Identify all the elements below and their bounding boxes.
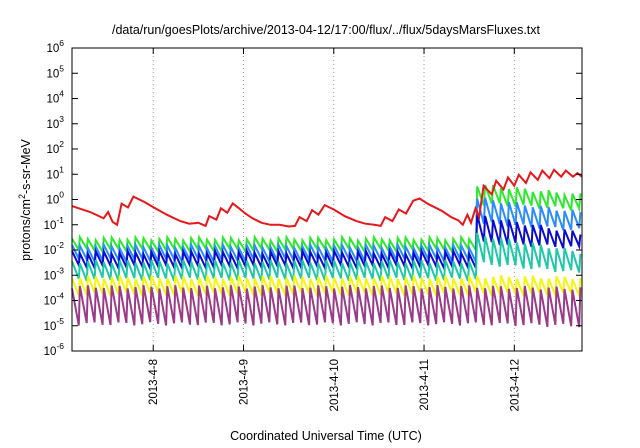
x-axis: 2013-4-8 2013-4-9 2013-4-10 2013-4-11 2013-4… <box>148 48 521 411</box>
y-tick-label: 10-5 <box>44 316 65 333</box>
y-axis-label: protons/cm2-s-sr-MeV <box>17 138 33 260</box>
series-line-purple <box>71 285 582 328</box>
series-line-green <box>71 184 582 255</box>
x-tick-label: 2013-4-11 <box>419 359 431 411</box>
series-line-yellow <box>71 274 582 297</box>
y-tick-label: 10-2 <box>44 240 65 257</box>
y-tick-label: 10-6 <box>44 341 65 358</box>
y-tick-label: 103 <box>46 114 64 131</box>
x-tick-label: 2013-4-12 <box>509 359 521 411</box>
y-tick-label: 106 <box>46 38 64 55</box>
y-tick-label: 104 <box>46 89 64 106</box>
x-tick-label: 2013-4-9 <box>239 359 251 405</box>
series-layer <box>71 168 583 328</box>
y-tick-label: 105 <box>46 63 64 80</box>
x-tick-label: 2013-4-8 <box>148 359 160 405</box>
x-tick-label: 2013-4-10 <box>329 359 341 411</box>
series-line-teal <box>71 232 582 282</box>
y-tick-label: 102 <box>46 139 64 156</box>
y-tick-label: 101 <box>46 164 64 181</box>
y-tick-label: 10-1 <box>44 215 65 232</box>
y-tick-label: 100 <box>46 190 64 207</box>
y-tick-label: 10-3 <box>44 265 65 282</box>
y-tick-label: 10-4 <box>44 291 65 308</box>
y-axis: 106 105 104 103 102 101 100 10-1 10-2 10-3 10-4 10-… <box>44 38 582 358</box>
chart-title: /data/run/goesPlots/archive/2013-04-12/1… <box>112 23 541 37</box>
x-axis-label: Coordinated Universal Time (UTC) <box>230 429 422 443</box>
series-line-red <box>71 168 583 228</box>
